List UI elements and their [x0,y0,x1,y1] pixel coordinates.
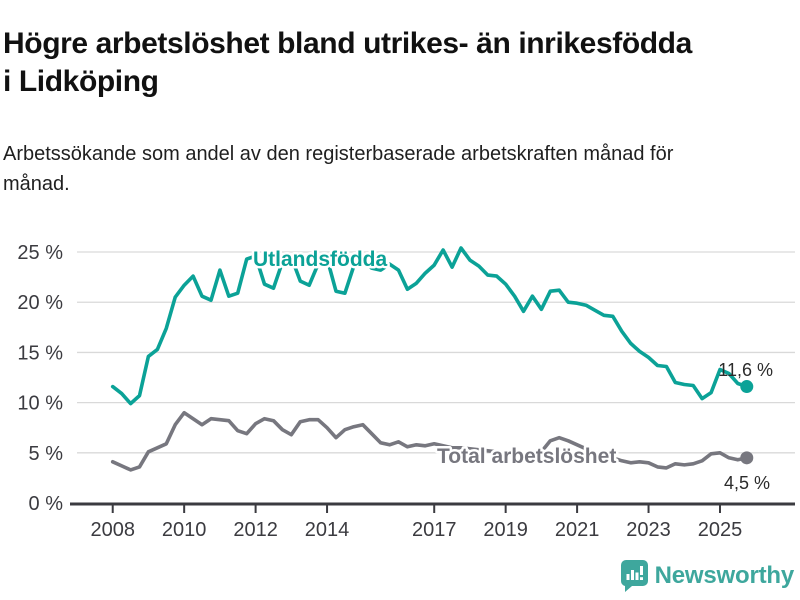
y-tick-label: 10 % [17,393,63,415]
y-tick-label: 0 % [29,493,64,515]
gridlines [77,251,795,454]
brand-name: Newsworthy [654,562,795,589]
x-tick-label: 2010 [162,519,207,541]
end-value-label-utlandsfodda: 11,6 % [718,360,773,380]
line-utlandsfodda [110,246,749,406]
data-series [110,246,754,472]
x-tick-label: 2017 [412,519,457,541]
y-tick-label: 15 % [17,342,63,364]
series-label-total-arbetsloshet: Total arbetslöshet [437,445,616,468]
x-tick-label: 2014 [305,519,350,541]
x-tick-label: 2019 [483,519,528,541]
x-tick-label: 2023 [626,519,671,541]
newsworthy-logo[interactable]: Newsworthy [620,560,795,592]
axis-tick-labels: 0 % 5 % 10 % 15 % 20 % 25 % 2008 2010 2012 2014 20… [17,242,742,541]
end-dot-utlandsfodda [740,380,754,394]
x-tick-label: 2012 [233,519,278,541]
x-axis [70,502,795,513]
y-tick-label: 20 % [17,292,63,314]
x-tick-label: 2021 [555,519,600,541]
newsworthy-chart-bubble-icon [620,560,648,592]
chart-subtitle: Arbetssökande som andel av den registerb… [3,143,674,195]
y-tick-label: 5 % [29,443,64,465]
x-tick-label: 2025 [698,519,743,541]
y-tick-label: 25 % [17,242,63,264]
end-dot-total-arbetsloshet [740,451,754,465]
end-value-label-total: 4,5 % [724,473,770,493]
page-title: Högre arbetslöshet bland utrikes- än inr… [3,27,692,99]
line-total-arbetsloshet [110,410,749,472]
x-tick-label: 2008 [90,519,135,541]
series-label-utlandsfodda: Utlandsfödda [253,248,387,271]
